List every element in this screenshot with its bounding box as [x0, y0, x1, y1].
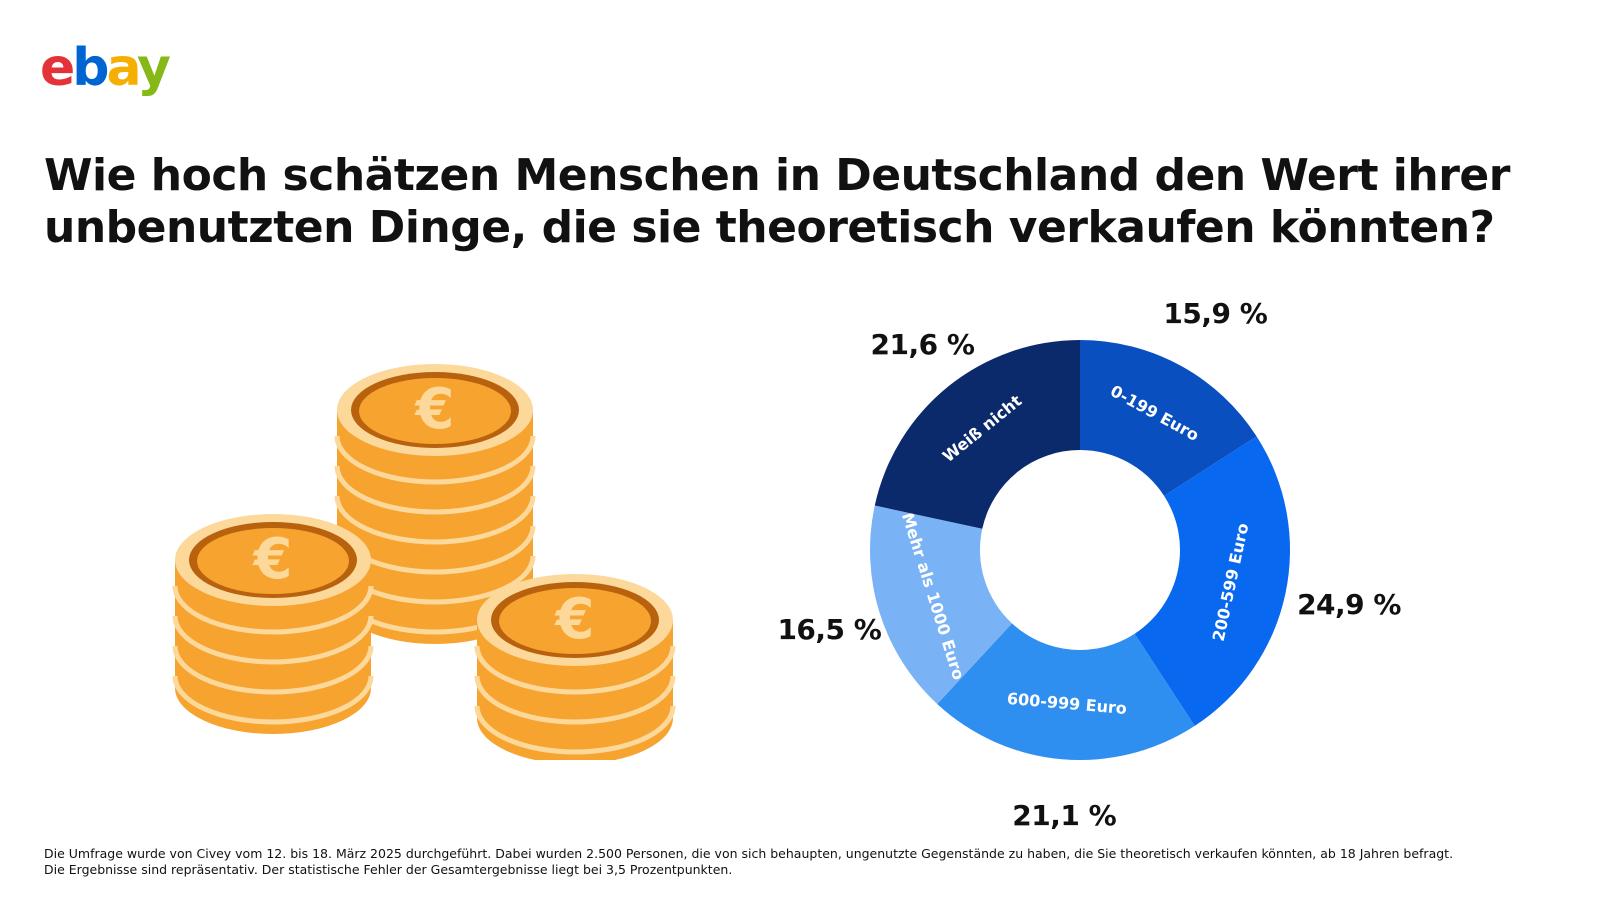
- slice-value-label: 21,1 %: [1012, 799, 1117, 833]
- logo-letter-y: y: [137, 38, 170, 98]
- coin-stack: €: [172, 514, 374, 734]
- footnote-line-1: Die Umfrage wurde von Civey vom 12. bis …: [44, 846, 1454, 861]
- donut-slice: [1080, 340, 1257, 496]
- logo-letter-a: a: [107, 38, 138, 98]
- coin-stack: €: [474, 574, 676, 760]
- donut-slice: [874, 340, 1080, 529]
- ebay-logo: ebay: [40, 38, 173, 98]
- slice-value-label: 24,9 %: [1297, 587, 1401, 621]
- donut-slice: [870, 505, 1013, 704]
- title-line-2: unbenutzten Dinge, die sie theoretisch v…: [44, 202, 1495, 253]
- title-line-1: Wie hoch schätzen Menschen in Deutschlan…: [44, 150, 1510, 201]
- slice-value-label: 15,9 %: [1163, 296, 1268, 330]
- svg-text:ebay: ebay: [40, 38, 170, 98]
- logo-letter-e: e: [40, 38, 73, 98]
- footnote: Die Umfrage wurde von Civey vom 12. bis …: [44, 846, 1564, 878]
- logo-letter-b: b: [72, 38, 107, 98]
- donut-slice: [1134, 436, 1290, 726]
- euro-coin-stacks-icon: € € €: [172, 364, 676, 760]
- donut-slice: [937, 623, 1195, 760]
- footnote-line-2: Die Ergebnisse sind repräsentativ. Der s…: [44, 862, 733, 877]
- euro-symbol-icon: €: [252, 527, 293, 592]
- coin-stack: €: [334, 364, 536, 644]
- slice-value-label: 16,5 %: [777, 613, 882, 646]
- euro-symbol-icon: €: [414, 377, 455, 442]
- euro-symbol-icon: €: [554, 587, 595, 652]
- slice-value-label: 21,6 %: [870, 328, 975, 362]
- page-title: Wie hoch schätzen Menschen in Deutschlan…: [44, 150, 1544, 254]
